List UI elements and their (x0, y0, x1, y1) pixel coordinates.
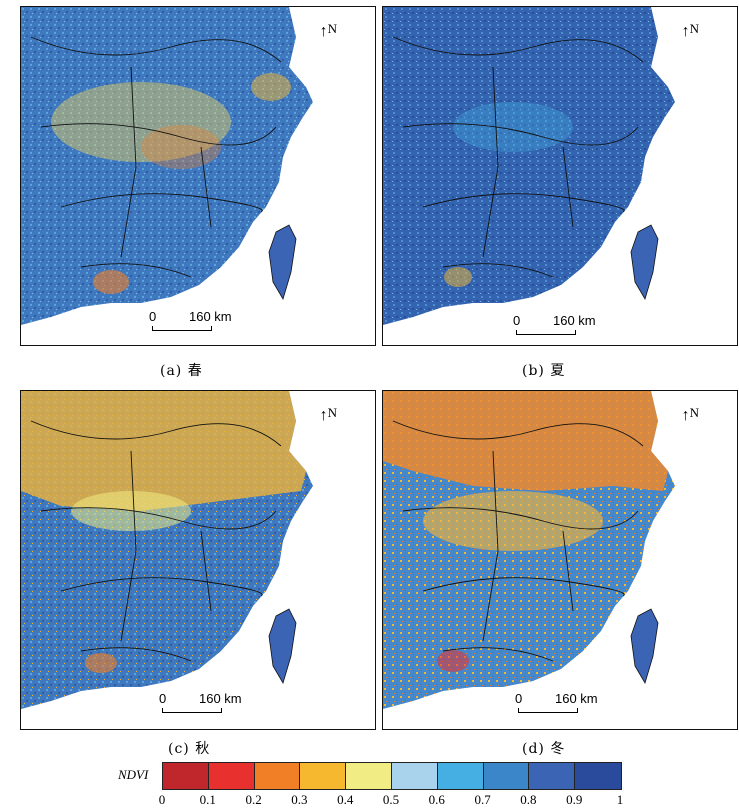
caption-a: (a) 春 (160, 363, 203, 379)
map-panel-summer: ↑N 0 160 km (382, 6, 738, 346)
legend-tick-label: 0.5 (382, 792, 400, 807)
legend-title: NDVI (118, 767, 149, 782)
ndvi-color-legend (162, 762, 622, 790)
legend-ticks: 0 0.1 0.2 0.3 0.4 0.5 0.6 0.7 0.8 0.9 1 (0, 792, 739, 812)
legend-tick-label: 0.7 (474, 792, 491, 807)
legend-tick-label: 0.8 (520, 792, 537, 807)
map-panel-winter: ↑N 0 160 km (382, 390, 738, 730)
caption-d: (d) 冬 (522, 741, 566, 757)
legend-tick-label: 0 (158, 792, 166, 807)
legend-swatch (254, 763, 301, 789)
legend-tick-label: 0.6 (428, 792, 445, 807)
legend-tick-label: 0.1 (199, 792, 216, 807)
north-arrow: ↑N (681, 405, 699, 424)
legend-swatch (208, 763, 255, 789)
legend-swatch (300, 763, 347, 789)
legend-tick-label: 0.2 (245, 792, 262, 807)
north-arrow: ↑N (681, 21, 699, 40)
map-panel-spring: ↑N 0 160 km (20, 6, 376, 346)
legend-swatch (575, 763, 621, 789)
legend-swatch (529, 763, 576, 789)
legend-tick-label: 1 (616, 792, 624, 807)
ndvi-map-winter (383, 391, 675, 709)
caption-c: (c) 秋 (168, 741, 211, 757)
legend-tick-label: 0.9 (566, 792, 583, 807)
legend-swatch (163, 763, 209, 789)
legend-swatch (346, 763, 392, 789)
north-arrow: ↑N (319, 405, 337, 424)
caption-b: (b) 夏 (522, 363, 566, 379)
ndvi-map-summer (383, 7, 675, 325)
legend-tick-label: 0.4 (337, 792, 354, 807)
legend-swatch (483, 763, 530, 789)
north-arrow: ↑N (319, 21, 337, 40)
ndvi-map-autumn (21, 391, 313, 709)
legend-swatch (391, 763, 438, 789)
map-panel-autumn: ↑N 0 160 km (20, 390, 376, 730)
legend-swatch (437, 763, 484, 789)
ndvi-map-spring (21, 7, 313, 325)
legend-tick-label: 0.3 (291, 792, 308, 807)
